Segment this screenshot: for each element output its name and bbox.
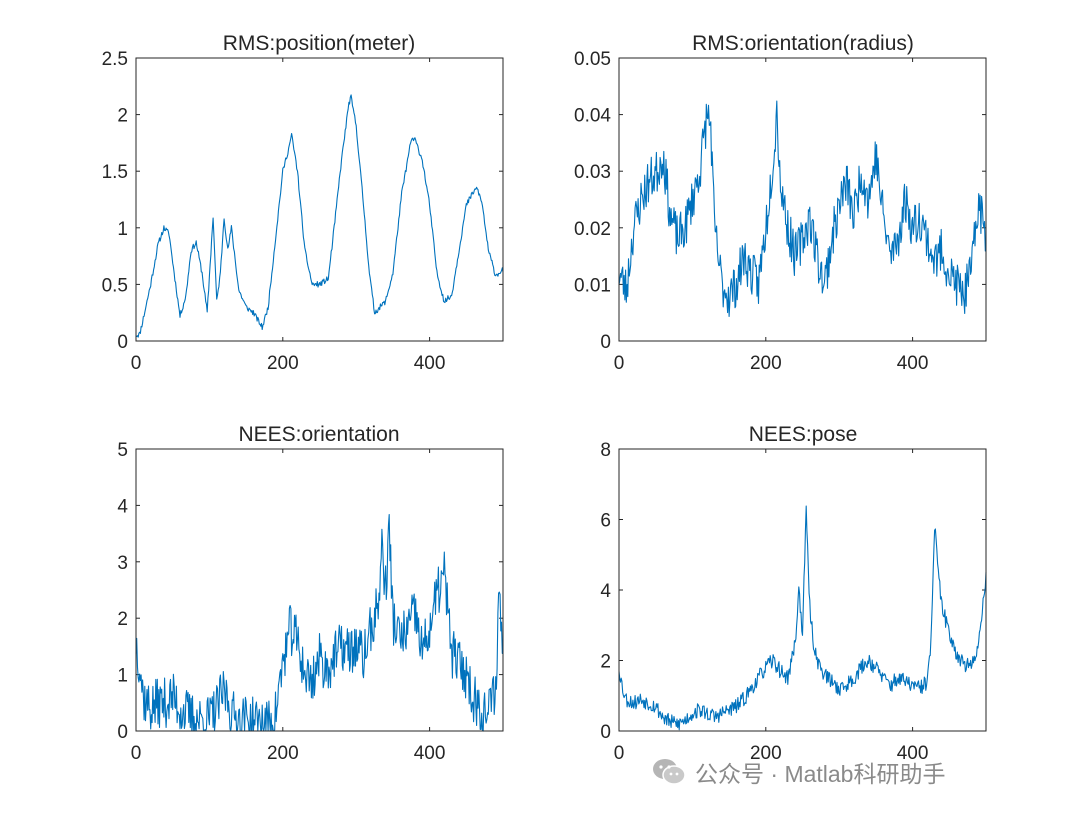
x-tick-label: 0 [131, 353, 142, 374]
series-line [135, 514, 504, 732]
x-tick-label: 0 [131, 743, 142, 764]
y-tick-label: 1.5 [102, 162, 128, 183]
x-tick-label: 400 [897, 743, 929, 764]
series-line [618, 505, 987, 731]
tick-group: 0 1 2 3 4 5 0 200 400 [117, 440, 503, 764]
y-tick-label: 0 [117, 332, 128, 353]
x-tick-label: 400 [414, 353, 446, 374]
chart-title: NEES:orientation [238, 423, 399, 446]
y-tick-label: 0 [600, 332, 611, 353]
chart-title: RMS:position(meter) [223, 32, 416, 55]
x-tick-label: 0 [614, 743, 625, 764]
y-tick-label: 1 [117, 666, 128, 687]
axes-box [618, 448, 987, 732]
panel-nees-orientation: NEES:orientation 0 1 2 3 4 5 0 200 400 [117, 423, 504, 764]
y-tick-label: 4 [117, 496, 128, 517]
y-tick-label: 0.03 [574, 162, 611, 183]
x-tick-label: 400 [897, 353, 929, 374]
y-tick-label: 3 [117, 553, 128, 574]
y-tick-label: 0.5 [102, 275, 128, 296]
axes-box [135, 57, 504, 342]
x-tick-label: 0 [614, 353, 625, 374]
y-tick-label: 2 [117, 609, 128, 630]
wechat-icon [651, 757, 687, 787]
y-tick-label: 2 [117, 106, 128, 127]
x-tick-label: 200 [750, 743, 782, 764]
series-line [618, 100, 987, 318]
x-tick-label: 400 [414, 743, 446, 764]
y-tick-label: 2 [600, 652, 611, 673]
chart-title: RMS:orientation(radius) [692, 32, 914, 55]
y-tick-label: 0.04 [574, 106, 611, 127]
y-tick-label: 6 [600, 511, 611, 532]
x-tick-label: 200 [267, 743, 299, 764]
watermark: 公众号 · Matlab科研助手 [651, 754, 945, 790]
tick-group: 0 0.01 0.02 0.03 0.04 0.05 0 200 400 [574, 49, 986, 374]
panel-rms-orientation: RMS:orientation(radius) 0 0.01 0.02 0.03 0.0… [574, 32, 987, 374]
panel-rms-position: RMS:position(meter) 0 0.5 1 1.5 2 2.5 0 200 400 [102, 32, 504, 374]
y-tick-label: 0.01 [574, 275, 611, 296]
x-tick-label: 200 [267, 353, 299, 374]
x-tick-label: 200 [750, 353, 782, 374]
series-line [135, 94, 504, 338]
y-tick-label: 0.02 [574, 219, 611, 240]
chart-title: NEES:pose [749, 423, 858, 446]
y-tick-label: 2.5 [102, 49, 128, 70]
tick-group: 0 0.5 1 1.5 2 2.5 0 200 400 [102, 49, 503, 374]
watermark-text: 公众号 · Matlab科研助手 [695, 761, 946, 787]
y-tick-label: 0.05 [574, 49, 611, 70]
y-tick-label: 4 [600, 581, 611, 602]
y-tick-label: 0 [600, 722, 611, 743]
y-tick-label: 0 [117, 722, 128, 743]
axes-box [135, 448, 504, 732]
tick-group: 0 2 4 6 8 0 200 400 [600, 440, 986, 764]
y-tick-label: 5 [117, 440, 128, 461]
y-tick-label: 8 [600, 440, 611, 461]
y-tick-label: 1 [117, 219, 128, 240]
axes-box [618, 57, 987, 342]
panel-nees-pose: NEES:pose 0 2 4 6 8 0 200 400 [600, 423, 987, 764]
